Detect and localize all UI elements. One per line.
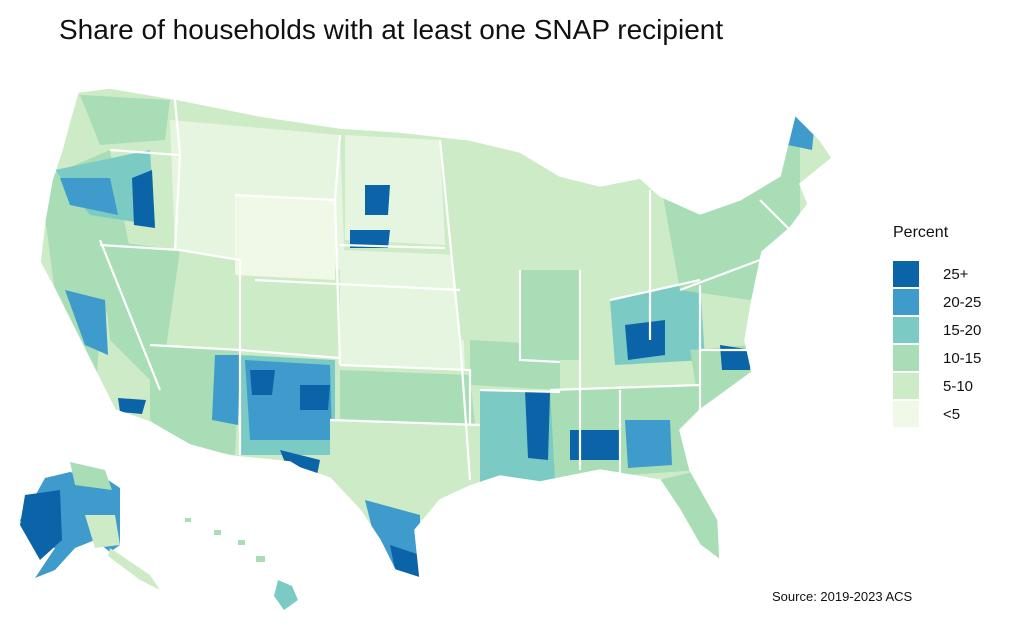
map-title: Share of households with at least one SN… <box>59 14 724 45</box>
legend-label: <5 <box>943 405 961 423</box>
region-oklahoma <box>340 370 475 425</box>
legend-label: 10-15 <box>943 349 982 367</box>
region-sd-reservation-2 <box>350 230 390 248</box>
region-ca-south <box>118 398 146 414</box>
legend-item: 5-10 <box>893 372 981 400</box>
region-il-mo <box>520 270 580 360</box>
region-black-belt <box>570 430 620 460</box>
region-washington-15-20 <box>80 95 170 145</box>
legend-label: 5-10 <box>943 377 974 395</box>
region-florida <box>660 470 720 560</box>
legend-title: Percent <box>893 224 949 241</box>
region-nm-25plus-2 <box>300 385 330 410</box>
legend-item: <5 <box>893 400 981 428</box>
legend-item: 15-20 <box>893 316 981 344</box>
region-nc-east <box>720 345 752 370</box>
region-wyoming <box>235 195 335 280</box>
legend-label: 25+ <box>943 265 969 283</box>
hawaii-map <box>185 518 298 610</box>
source-caption: Source: 2019-2023 ACS <box>772 589 913 604</box>
region-oregon-25plus <box>132 170 155 228</box>
region-dakotas <box>345 135 445 245</box>
legend-label: 15-20 <box>943 321 982 339</box>
region-kansas-neb <box>340 250 465 370</box>
region-texas <box>330 420 480 578</box>
legend-swatch <box>893 289 919 315</box>
region-midwest <box>440 150 650 340</box>
legend-swatch <box>893 317 919 343</box>
region-nm-25plus <box>250 370 275 395</box>
legend-swatch <box>893 401 919 427</box>
legend-item: 25+ <box>893 260 981 288</box>
state-borders <box>98 99 791 481</box>
legend-swatch <box>893 373 919 399</box>
region-missouri-boot <box>470 340 560 390</box>
legend-items: 25+ 20-25 15-20 10-15 5-10 <5 <box>893 260 981 428</box>
alaska-map <box>20 462 160 590</box>
region-kentucky-east <box>625 320 665 360</box>
lower-48-map <box>39 87 833 579</box>
region-sd-reservation <box>365 185 390 215</box>
region-ca-valley <box>65 290 108 355</box>
region-az-navajo <box>212 355 240 425</box>
legend-item: 10-15 <box>893 344 981 372</box>
region-mississippi-delta <box>525 390 550 460</box>
region-colorado <box>255 280 345 360</box>
map-legend: Percent 25+ 20-25 15-20 10-15 5-10 <5 <box>893 224 981 428</box>
region-georgia-south <box>625 420 672 468</box>
legend-swatch <box>893 261 919 287</box>
region-tx-rio <box>390 545 420 578</box>
legend-label: 20-25 <box>943 293 982 311</box>
region-oregon-20-25 <box>60 178 118 215</box>
legend-swatch <box>893 345 919 371</box>
legend-item: 20-25 <box>893 288 981 316</box>
